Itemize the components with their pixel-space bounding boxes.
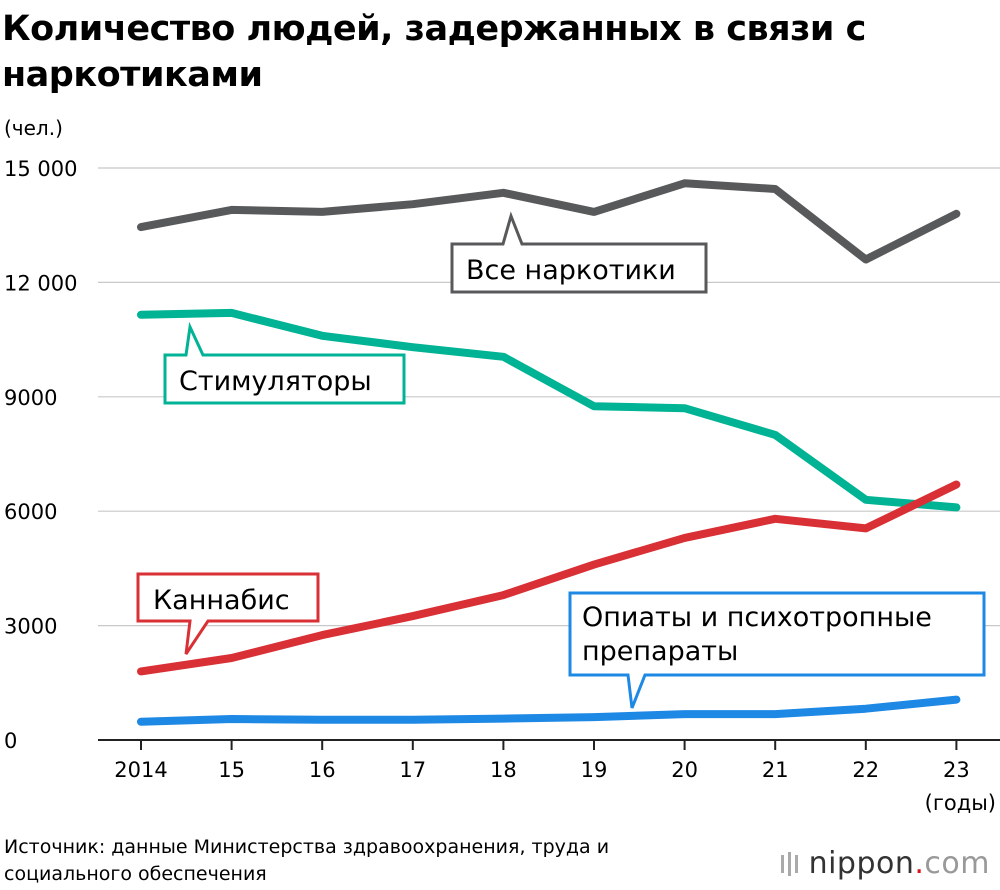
callout-opiates-text-line2: препараты xyxy=(582,636,738,667)
y-tick-label: 6000 xyxy=(4,500,57,524)
callout-all-drugs: Все наркотики xyxy=(450,211,708,294)
callout-cannabis: Каннабис xyxy=(136,572,320,655)
series-line-2 xyxy=(137,480,961,676)
y-tick-label: 15 000 xyxy=(4,157,77,181)
nippon-mark-icon xyxy=(780,851,798,876)
callout-stimulants: Стимуляторы xyxy=(163,321,406,405)
series-line-1 xyxy=(137,308,961,512)
line-chart: 0 3000 6000 9000 12 000 15 000 2014 15 16 17 18 19… xyxy=(4,157,1000,815)
x-tick-labels: 2014 15 16 17 18 19 20 21 22 23 xyxy=(114,740,970,782)
brand-name: nippon xyxy=(808,846,915,881)
x-tick-label: 19 xyxy=(581,758,608,782)
y-unit-label: (чел.) xyxy=(4,116,63,140)
series-lines xyxy=(137,179,961,726)
brand-tld: com xyxy=(924,846,990,881)
y-tick-label: 9000 xyxy=(4,386,57,410)
series-line-0 xyxy=(137,179,961,264)
brand-logo: nippon. com xyxy=(779,846,990,881)
x-tick-label: 2014 xyxy=(114,758,167,782)
x-tick-label: 15 xyxy=(218,758,245,782)
callout-stimulants-text: Стимуляторы xyxy=(179,366,372,397)
x-tick-label: 22 xyxy=(852,758,879,782)
x-tick-label: 18 xyxy=(490,758,517,782)
y-tick-label: 0 xyxy=(4,729,17,753)
series-line-3 xyxy=(137,695,961,726)
x-tick-label: 21 xyxy=(762,758,789,782)
x-tick-label: 23 xyxy=(943,758,970,782)
x-tick-label: 20 xyxy=(671,758,698,782)
x-tick-label: 16 xyxy=(309,758,336,782)
y-tick-label: 12 000 xyxy=(4,271,77,295)
callout-opiates-text-line1: Опиаты и психотропные xyxy=(582,602,932,633)
x-unit-label: (годы) xyxy=(925,791,996,815)
source-note: Источник: данные Министерства здравоохра… xyxy=(4,836,610,885)
x-tick-label: 17 xyxy=(399,758,426,782)
callout-cannabis-text: Каннабис xyxy=(153,585,290,616)
y-tick-label: 3000 xyxy=(4,615,57,639)
chart-title: Количество людей, задержанных в связи с … xyxy=(2,9,866,95)
callout-opiates: Опиаты и психотропные препараты xyxy=(568,591,986,709)
y-tick-labels: 0 3000 6000 9000 12 000 15 000 xyxy=(4,157,77,753)
callout-all-drugs-text: Все наркотики xyxy=(466,255,676,286)
brand-dot: . xyxy=(914,846,925,881)
